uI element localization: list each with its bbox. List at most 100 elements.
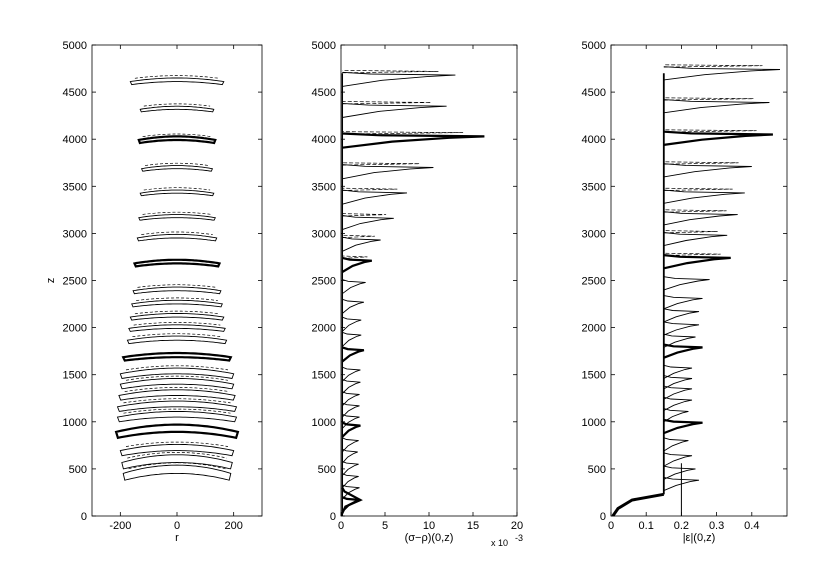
y-tick-label: 2500 [582, 276, 606, 288]
y-tick-label: 0 [600, 511, 606, 523]
x-tick-label: 0.1 [639, 520, 654, 532]
profile-peak-12 [341, 346, 365, 363]
contour-4 [116, 410, 238, 423]
contour-11 [128, 324, 226, 332]
y-tick-label: 1000 [63, 417, 87, 429]
profile-peak-2 [663, 452, 693, 467]
profile-peak-24 [342, 71, 456, 87]
y-tick-label: 3000 [312, 228, 336, 240]
contour-dashed-5 [123, 398, 231, 404]
profile-peak-20 [342, 189, 408, 205]
contour-7 [119, 378, 235, 390]
profile-peak-13 [341, 331, 362, 347]
contour-10 [126, 335, 228, 345]
y-tick-label: 4000 [582, 134, 606, 146]
profile-peak-21 [342, 164, 434, 180]
profile-peak-17 [663, 232, 728, 247]
x-tick-label: 0.3 [709, 520, 724, 532]
profile-peak-8 [341, 402, 360, 418]
contour-dashed-21 [143, 103, 211, 107]
y-tick-label: 1500 [312, 370, 336, 382]
profile-peak-5 [663, 408, 689, 423]
profile-peak-8 [663, 375, 693, 390]
contour-dashed-14 [137, 284, 217, 288]
y-tick-label: 4000 [63, 134, 87, 146]
profile-peak-9 [341, 391, 360, 407]
y-tick-label: 3000 [582, 228, 606, 240]
y-tick-label: 2000 [63, 323, 87, 335]
y-tick-label: 1500 [582, 370, 606, 382]
y-tick-label: 1500 [63, 370, 87, 382]
contour-9 [121, 351, 233, 362]
profile-peak-6 [341, 421, 361, 438]
contour-dashed-6 [124, 387, 230, 392]
profile-dashed-16 [663, 252, 721, 256]
profile-peak-3 [341, 460, 359, 476]
y-tick-label: 4000 [312, 134, 336, 146]
contour-1 [121, 454, 233, 470]
profile-peak-0 [663, 476, 700, 492]
profile-peak-3 [663, 437, 689, 452]
plot-area [611, 64, 781, 516]
profile-peak-1 [663, 465, 696, 480]
x-axis-label: (σ−ρ)(0,z) [405, 532, 454, 544]
contour-dashed-11 [133, 322, 221, 326]
contour-14 [132, 286, 222, 295]
profile-peak-19 [342, 215, 394, 231]
profile-peak-7 [663, 385, 693, 400]
profile-peak-16 [663, 254, 731, 270]
y-tick-label: 5000 [582, 40, 606, 52]
profile-peak-6 [663, 396, 693, 411]
profile-peak-15 [342, 298, 365, 314]
contour-dashed-12 [134, 310, 220, 315]
profile-dashed-20 [663, 161, 739, 165]
y-tick-label: 500 [69, 464, 87, 476]
contour-dashed-16 [141, 231, 213, 235]
contour-5 [116, 400, 238, 412]
contour-17 [138, 214, 216, 221]
y-tick-label: 4500 [312, 87, 336, 99]
y-tick-label: 4500 [63, 87, 87, 99]
profile-peak-22 [342, 132, 485, 149]
profile-dashed-22 [663, 97, 754, 101]
profile-dashed-18 [663, 209, 727, 213]
y-tick-label: 4500 [582, 87, 606, 99]
y-tick-label: 2500 [63, 276, 87, 288]
x-tick-label: 5 [382, 520, 388, 532]
contour-8 [119, 367, 235, 380]
profile-peak-4 [341, 448, 358, 464]
x-tick-label: 0 [608, 520, 614, 532]
y-tick-label: 5000 [312, 40, 336, 52]
x-axis-label: r [175, 532, 179, 544]
profile-peak-18 [663, 211, 738, 226]
right-panel-axes: 0 500 1000 1500 2000 2500 3000 3500 4000 4500 5000… [582, 40, 788, 544]
contour-dashed-0 [128, 462, 226, 470]
profile-dashed-21 [342, 162, 420, 166]
y-tick-label: 500 [318, 464, 336, 476]
x-multiplier-exponent: -3 [515, 533, 523, 543]
profile-peak-14 [341, 316, 362, 332]
profile-peak-23 [663, 66, 781, 81]
profile-initial [611, 492, 665, 516]
y-tick-label: 2500 [312, 276, 336, 288]
profile-peak-23 [342, 102, 447, 118]
profile-peak-17 [341, 256, 373, 273]
profile-peak-19 [663, 189, 745, 204]
left-panel-axes: 0500100015002000250030003500400045005000… [45, 40, 263, 544]
profile-dashed-17 [663, 230, 718, 234]
contour-dashed-8 [125, 365, 229, 371]
profile-dashed-21 [663, 129, 757, 133]
profile-peak-11 [341, 366, 361, 382]
profile-dashed-23 [342, 101, 432, 105]
y-tick-label: 1000 [582, 417, 606, 429]
contour-2 [119, 443, 235, 457]
profile-peak-2 [341, 473, 359, 489]
axes-frame [91, 44, 263, 517]
profile-dashed-24 [342, 70, 439, 74]
profile-peak-5 [341, 437, 359, 453]
axes-frame [340, 44, 518, 517]
contour-dashed-2 [125, 441, 229, 447]
x-tick-label: 200 [224, 520, 242, 532]
y-tick-label: 3500 [312, 181, 336, 193]
